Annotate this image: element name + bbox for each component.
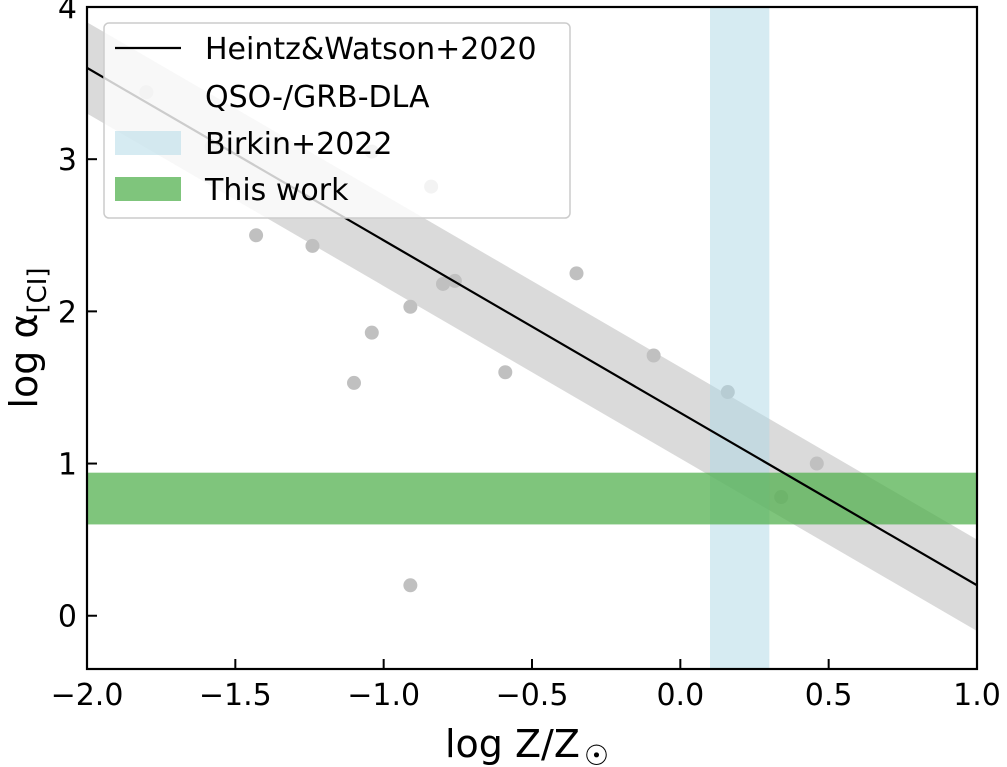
y-tick-label: 4 xyxy=(58,0,77,26)
y-tick-label: 1 xyxy=(58,448,77,483)
x-tick-label: 0.0 xyxy=(656,678,704,713)
dla-point-18 xyxy=(809,456,824,471)
y-axis-label-subscript: [CI] xyxy=(23,267,53,313)
legend-label: Birkin+2022 xyxy=(205,127,392,162)
legend-box xyxy=(103,22,571,219)
dla-point-11 xyxy=(436,276,450,291)
x-axis-label: log Z/Z ☉ xyxy=(445,722,609,767)
legend-label: This work xyxy=(204,173,349,208)
legend: Heintz&Watson+2020 QSO-/GRB-DLA Birkin+202… xyxy=(103,22,571,219)
x-tick-label: −2.0 xyxy=(51,678,124,713)
legend-label: Heintz&Watson+2020 xyxy=(205,32,537,67)
x-tick-label: 0.5 xyxy=(805,678,853,713)
birkin-2022-span xyxy=(710,7,770,669)
x-tick-label: −1.0 xyxy=(347,678,420,713)
dla-point-3 xyxy=(249,228,264,243)
x-tick-label: 1.0 xyxy=(953,678,1001,713)
x-axis-label-sun-symbol: ☉ xyxy=(584,739,609,767)
y-tick-label: 0 xyxy=(58,600,77,635)
dla-point-7 xyxy=(364,325,379,340)
this-work-span xyxy=(87,472,977,525)
x-tick-label: −0.5 xyxy=(496,678,569,713)
axis-ticks: −2.0 −1.5 −1.0 −0.5 0.0 0.5 1.0 0 1 2 3 4 xyxy=(51,0,1001,713)
dla-point-14 xyxy=(569,266,584,281)
legend-handle-this-work xyxy=(115,177,181,201)
dla-point-8 xyxy=(403,299,418,314)
y-tick-label: 3 xyxy=(58,143,77,178)
dla-point-13 xyxy=(498,365,513,380)
dla-point-9 xyxy=(403,578,418,593)
dla-point-15 xyxy=(646,348,661,363)
x-tick-label: −1.5 xyxy=(199,678,272,713)
dla-point-4 xyxy=(305,238,320,253)
dla-point-5 xyxy=(347,375,361,390)
y-axis-label: log α[CI] xyxy=(2,267,53,408)
legend-label: QSO-/GRB-DLA xyxy=(205,80,430,115)
legend-handle-birkin xyxy=(115,131,181,155)
y-tick-label: 2 xyxy=(58,295,77,330)
